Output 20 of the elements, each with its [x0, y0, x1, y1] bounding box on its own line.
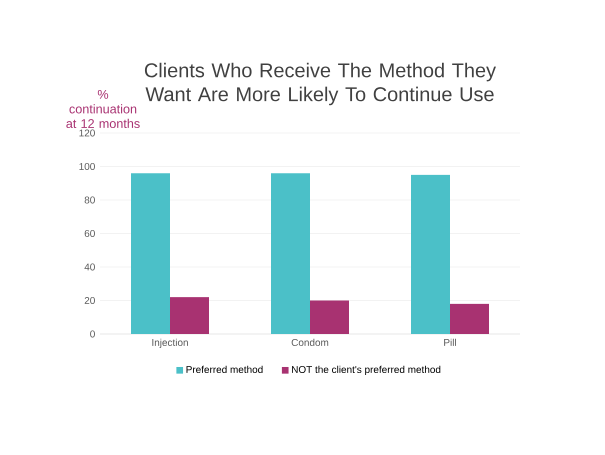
y-axis-title: % continuation at 12 months — [66, 90, 140, 128]
y-tick-label: 120 — [79, 129, 95, 137]
x-tick-label: Injection — [152, 338, 188, 348]
bar — [271, 173, 310, 334]
bar — [310, 300, 349, 334]
x-tick-label: Pill — [444, 338, 456, 346]
y-tick-label: 0 — [90, 330, 95, 338]
bar — [450, 304, 489, 334]
y-tick-label: 100 — [79, 162, 95, 170]
legend-label: Preferred method — [186, 366, 263, 374]
x-tick-label: Condom — [292, 338, 328, 346]
bar — [170, 297, 209, 334]
y-tick-label: 60 — [84, 230, 95, 238]
chart-title: Clients Who Receive The Method They Want Are More Likely To Continue Use — [144, 62, 496, 106]
y-tick-label: 80 — [84, 196, 95, 204]
y-tick-label: 20 — [84, 296, 95, 304]
legend-label: NOT the client's preferred method — [292, 366, 440, 375]
bar — [131, 173, 170, 334]
bar — [411, 174, 450, 334]
y-tick-label: 40 — [84, 263, 95, 271]
